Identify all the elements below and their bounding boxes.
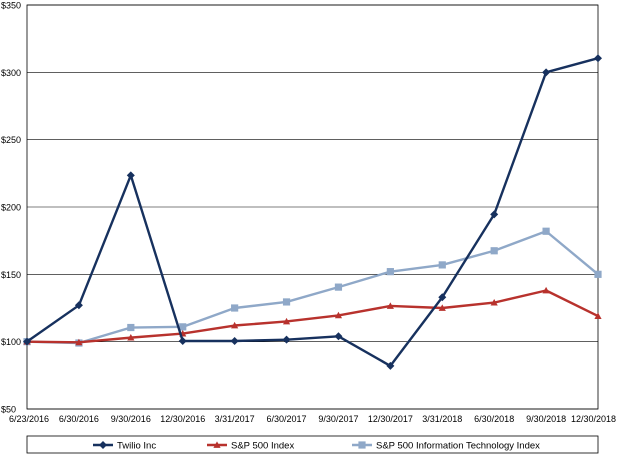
data-point: [594, 312, 602, 319]
data-point: [282, 317, 291, 325]
x-tick-label: 12/30/2016: [160, 414, 205, 424]
x-tick-label: 9/30/2016: [111, 414, 151, 424]
y-tick-label: $150: [1, 270, 21, 280]
legend-marker: [99, 441, 107, 449]
data-point: [594, 54, 602, 63]
data-point: [438, 293, 447, 302]
data-point: [386, 302, 394, 309]
y-axis-ticks: $50 $100 $150 $200 $250 $300 $350: [1, 1, 21, 415]
data-point: [594, 270, 602, 278]
legend-box: [26, 435, 599, 454]
data-point: [542, 227, 550, 235]
legend-label: S&P 500 Information Technology Index: [376, 441, 540, 452]
data-point: [127, 323, 135, 332]
data-point: [334, 311, 343, 319]
data-point: [386, 361, 395, 370]
data-point: [490, 247, 498, 255]
data-point: [75, 338, 83, 346]
legend-label: Twilio Inc: [117, 441, 156, 452]
y-tick-label: $100: [1, 337, 21, 347]
legend-item: Twilio Inc: [93, 441, 156, 452]
data-point: [23, 337, 31, 346]
data-point: [542, 68, 551, 77]
legend-marker: [213, 441, 221, 448]
x-tick-label: 3/31/2017: [215, 414, 255, 424]
legend-item: S&P 500 Index: [207, 441, 294, 452]
data-point: [386, 268, 394, 276]
data-point: [334, 332, 343, 341]
x-tick-label: 9/30/2018: [526, 414, 566, 424]
data-point: [438, 304, 446, 311]
x-tick-label: 6/23/2016: [9, 414, 49, 424]
data-point: [178, 336, 187, 345]
series-line: [26, 57, 599, 368]
data-point: [334, 283, 343, 291]
y-tick-label: $200: [1, 203, 21, 213]
data-point: [230, 336, 239, 345]
data-point: [126, 171, 135, 180]
data-point: [490, 299, 498, 306]
legend-item: S&P 500 Information Technology Index: [352, 441, 540, 452]
x-tick-label: 12/30/2018: [571, 414, 616, 424]
grid-lines: [26, 4, 599, 410]
series-twilio-inc: [23, 54, 602, 370]
data-point: [438, 261, 446, 269]
x-tick-label: 6/30/2016: [59, 414, 99, 424]
y-tick-label: $300: [1, 68, 21, 78]
legend: Twilio Inc S&P 500 Index S&P 500 Informati…: [26, 435, 599, 454]
x-tick-label: 6/30/2017: [267, 414, 307, 424]
data-point: [490, 210, 499, 219]
series-line: [26, 230, 599, 345]
data-point: [127, 334, 135, 341]
data-point: [542, 286, 550, 294]
y-tick-label: $250: [1, 135, 21, 145]
data-point: [179, 323, 187, 331]
legend-label: S&P 500 Index: [231, 441, 294, 452]
x-tick-label: 12/30/2017: [368, 414, 413, 424]
data-point: [282, 335, 291, 344]
data-point: [74, 301, 83, 310]
x-axis-ticks: 6/23/2016 6/30/2016 9/30/2016 12/30/2016 3/3…: [9, 414, 616, 424]
data-point: [231, 304, 239, 312]
series-line: [26, 289, 599, 344]
series-s-p-500-information-technology-index: [23, 227, 602, 347]
x-tick-label: 9/30/2017: [318, 414, 358, 424]
data-point: [231, 321, 239, 329]
data-point: [282, 298, 291, 306]
y-tick-label: $50: [1, 405, 16, 415]
x-tick-label: 6/30/2018: [474, 414, 514, 424]
y-tick-label: $350: [1, 1, 21, 11]
x-tick-label: 3/31/2018: [422, 414, 462, 424]
legend-marker: [358, 441, 366, 449]
series-layer: [23, 54, 602, 370]
